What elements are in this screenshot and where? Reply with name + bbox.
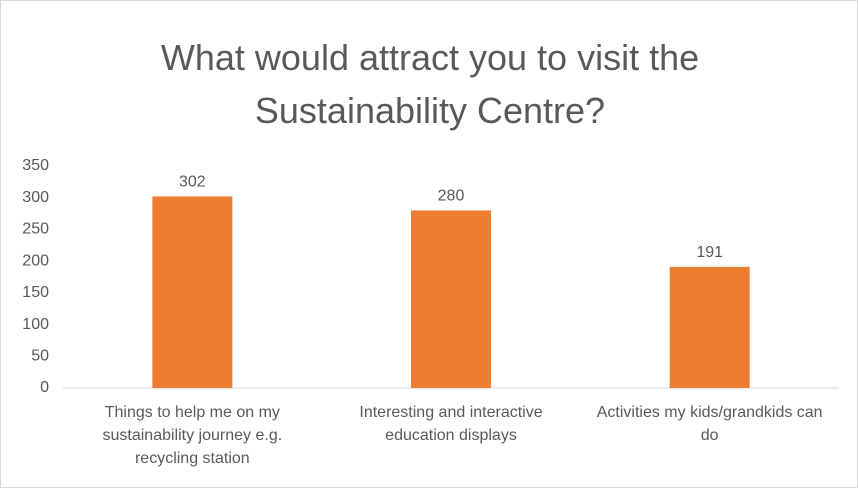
data-label: 191: [696, 244, 723, 261]
bar: [152, 196, 233, 388]
y-tick-label: 150: [22, 284, 49, 301]
y-tick-label: 300: [22, 189, 49, 206]
y-tick-label: 50: [31, 348, 49, 365]
x-tick-label: Interesting and interactive education di…: [359, 404, 543, 444]
x-tick-label: Things to help me on my sustainability j…: [102, 404, 283, 467]
y-tick-label: 350: [22, 157, 49, 174]
x-tick-label: Activities my kids/grandkids can do: [596, 404, 823, 444]
y-tick-label: 0: [40, 379, 49, 396]
bar: [669, 266, 750, 388]
data-label: 280: [438, 188, 465, 205]
y-tick-label: 250: [22, 221, 49, 238]
y-tick-label: 200: [22, 252, 49, 269]
chart-title: What would attract you to visit the Sust…: [160, 37, 700, 131]
y-tick-label: 100: [22, 316, 49, 333]
bar: [411, 210, 491, 388]
data-label: 302: [179, 174, 206, 191]
